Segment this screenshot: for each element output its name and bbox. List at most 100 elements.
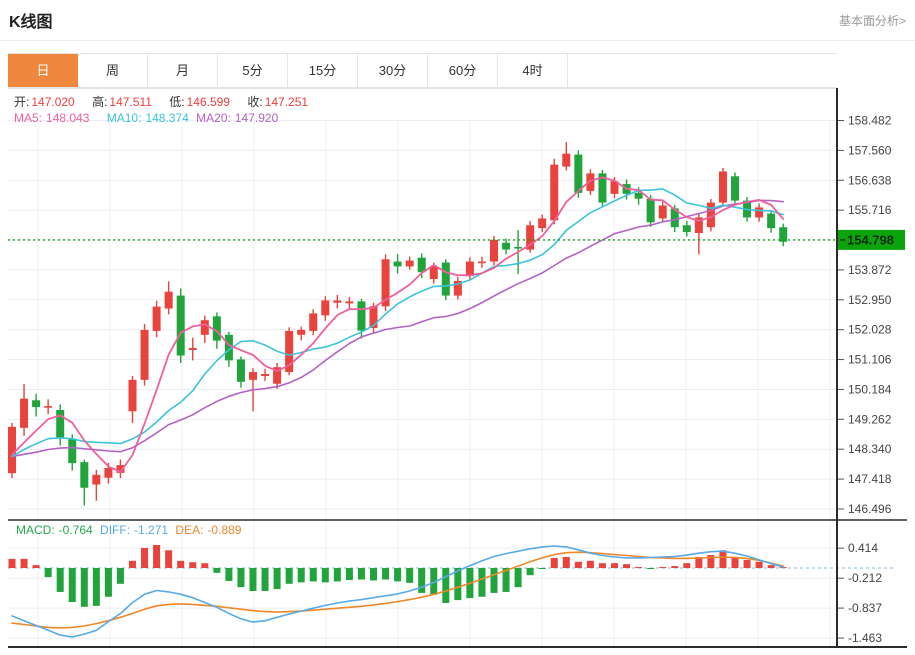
candle-body [200,320,209,335]
macd-histogram-bar [321,568,329,583]
candle-body [465,261,474,277]
macd-histogram-bar [56,568,64,592]
macd-histogram-bar [635,567,643,569]
dea-label: DEA: [175,523,204,537]
tab-4时[interactable]: 4时 [498,54,568,87]
macd-histogram-bar [743,559,751,568]
macd-histogram-bar [80,568,88,607]
candle-body [731,176,739,201]
tab-5分[interactable]: 5分 [218,54,288,87]
tab-15分[interactable]: 15分 [288,54,358,87]
macd-histogram-bar [370,568,377,581]
candle-body [562,153,571,167]
macd-histogram-bar [623,564,631,568]
macd-histogram-bar [153,545,161,568]
candle-body [718,171,727,203]
candle-body [212,316,221,341]
macd-histogram-bar [659,567,667,569]
candle-body [273,367,282,384]
macd-histogram-bar [550,557,558,568]
tab-30分[interactable]: 30分 [358,54,428,87]
candle-body [176,295,185,356]
open-label: 开: [14,95,30,109]
candle-body [417,257,426,273]
candle-body [44,406,53,408]
macd-histogram-bar [116,568,124,584]
macd-label: MACD: [16,523,55,537]
candle-body [658,205,667,219]
macd-histogram-bar [647,568,655,569]
tab-日[interactable]: 日 [8,54,78,87]
candle-body [357,301,366,331]
candle-body [550,164,559,221]
macd-histogram-bar [345,568,353,580]
price-axis-label: 152.028 [848,323,892,337]
candle-body [514,246,523,249]
price-axis-label: 150.184 [848,382,892,396]
close-label: 收: [247,95,263,109]
price-axis-label: 158.482 [848,114,892,128]
high-value: 147.511 [109,95,152,109]
candle-body [767,213,776,229]
price-axis-label: 155.716 [848,203,892,217]
macd-histogram-bar [333,568,341,582]
candle-body [128,379,137,412]
ma20-value: 147.920 [234,111,279,125]
macd-histogram-bar [297,568,305,583]
macd-histogram-bar [562,556,570,568]
candle-body [477,261,486,264]
price-axis-label: 146.496 [848,502,892,516]
macd-histogram-bar [478,568,486,597]
kline-chart[interactable]: 158.482 157.560 156.638 155.716 153.872 152.9… [8,88,907,650]
ma5-label: MA5: [14,111,43,125]
candle-body [502,242,511,250]
macd-histogram-bar [598,563,606,568]
candle-body [321,300,330,316]
candle-body [68,438,77,464]
ohlc-readout: 开: 147.020 高: 147.511 低: 146.599 收: 147.251 [14,93,322,110]
ma10-label: MA10: [106,111,142,125]
price-axis-label: 157.560 [848,143,892,157]
candle-body [140,329,149,380]
candle-body [236,359,245,382]
ma20-label: MA20: [196,111,231,125]
macd-histogram-bar [177,560,185,568]
macd-histogram-bar [213,568,221,573]
macd-histogram-bar [719,550,727,568]
macd-histogram-bar [707,555,715,568]
candle-body [779,227,788,242]
fundamental-analysis-link[interactable]: 基本面分析> [838,13,906,28]
macd-histogram-bar [189,562,197,568]
candle-body [706,202,715,228]
macd-axis-label: -0.837 [848,601,882,615]
macd-histogram-bar [357,568,365,580]
candle-body [646,198,655,223]
candle-body [80,462,89,488]
macd-histogram-bar [285,568,293,584]
macd-histogram-bar [731,556,739,568]
candle-body [381,259,390,307]
price-axis-label: 156.638 [848,173,892,187]
candle-body [634,192,643,199]
ma5-value: 148.043 [46,111,90,125]
macd-histogram-bar [141,547,149,568]
tab-月[interactable]: 月 [148,54,218,87]
macd-histogram-bar [574,561,582,568]
tab-60分[interactable]: 60分 [428,54,498,87]
macd-histogram-bar [695,556,703,568]
candle-body [116,465,125,473]
low-label: 低: [169,95,185,109]
macd-histogram-bar [92,568,100,606]
candle-body [682,225,691,233]
candle-body [694,217,703,234]
macd-histogram-bar [237,568,245,588]
macd-readout: MACD: -0.764 DIFF: -1.271 DEA: -0.889 [16,523,245,537]
tab-周[interactable]: 周 [78,54,148,87]
candle-body [56,409,65,439]
candle-body [309,313,318,331]
candle-body [610,181,619,194]
ma5-line [11,176,785,473]
candle-body [441,262,450,296]
macd-histogram-bar [767,565,775,568]
candle-body [92,474,101,485]
